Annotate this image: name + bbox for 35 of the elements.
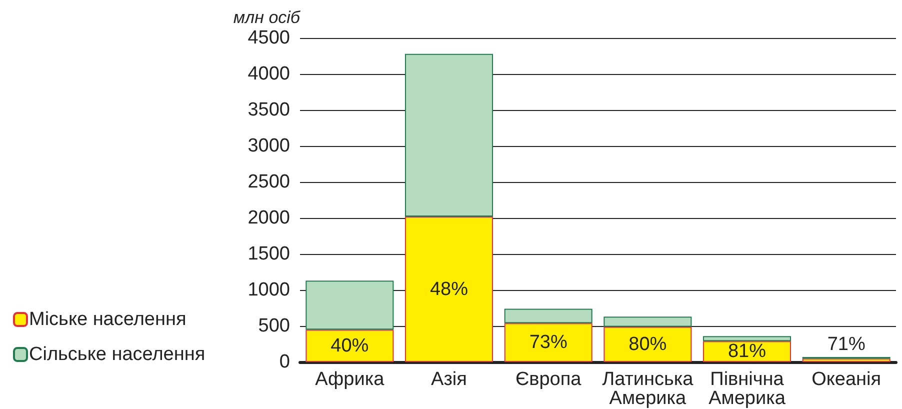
annotation: 40% [330, 335, 369, 356]
x-tick-label: Північна Америка [708, 369, 786, 409]
y-tick-label: 3500 [248, 100, 290, 120]
legend-label: Сільське населення [29, 344, 206, 365]
y-tick-label: 4000 [248, 64, 290, 84]
x-tick-label: Азія [431, 369, 467, 390]
annotation: 73% [529, 332, 568, 354]
bar [604, 326, 692, 362]
bar [306, 330, 394, 362]
annotation: 48% [430, 278, 468, 300]
y-tick-label: 1500 [248, 244, 290, 264]
bar [802, 358, 890, 362]
annotation: 80% [628, 334, 667, 355]
bar [306, 280, 394, 330]
legend-label: Міське населення [29, 309, 186, 330]
bar [703, 336, 791, 342]
bar [405, 54, 493, 217]
x-tick-label: Латинська Америка [602, 369, 694, 409]
y-tick-label: 1000 [248, 280, 290, 300]
annotation: 81% [728, 341, 766, 362]
bar [504, 323, 592, 362]
y-tick-label: 2500 [248, 172, 290, 192]
bar [504, 308, 592, 324]
bar [405, 216, 493, 362]
x-tick-label: Європа [515, 369, 582, 390]
y-axis-title: млн осіб [233, 8, 302, 27]
y-tick-label: 0 [279, 352, 290, 372]
y-tick-label: 3000 [248, 136, 290, 156]
bar [604, 316, 692, 327]
y-tick-label: 2000 [248, 208, 290, 228]
x-tick-label: Океанія [812, 369, 882, 390]
x-tick-label: Африка [315, 369, 385, 390]
y-tick-label: 500 [258, 316, 290, 336]
annotation: 71% [827, 334, 866, 355]
y-tick-label: 4500 [248, 28, 290, 48]
